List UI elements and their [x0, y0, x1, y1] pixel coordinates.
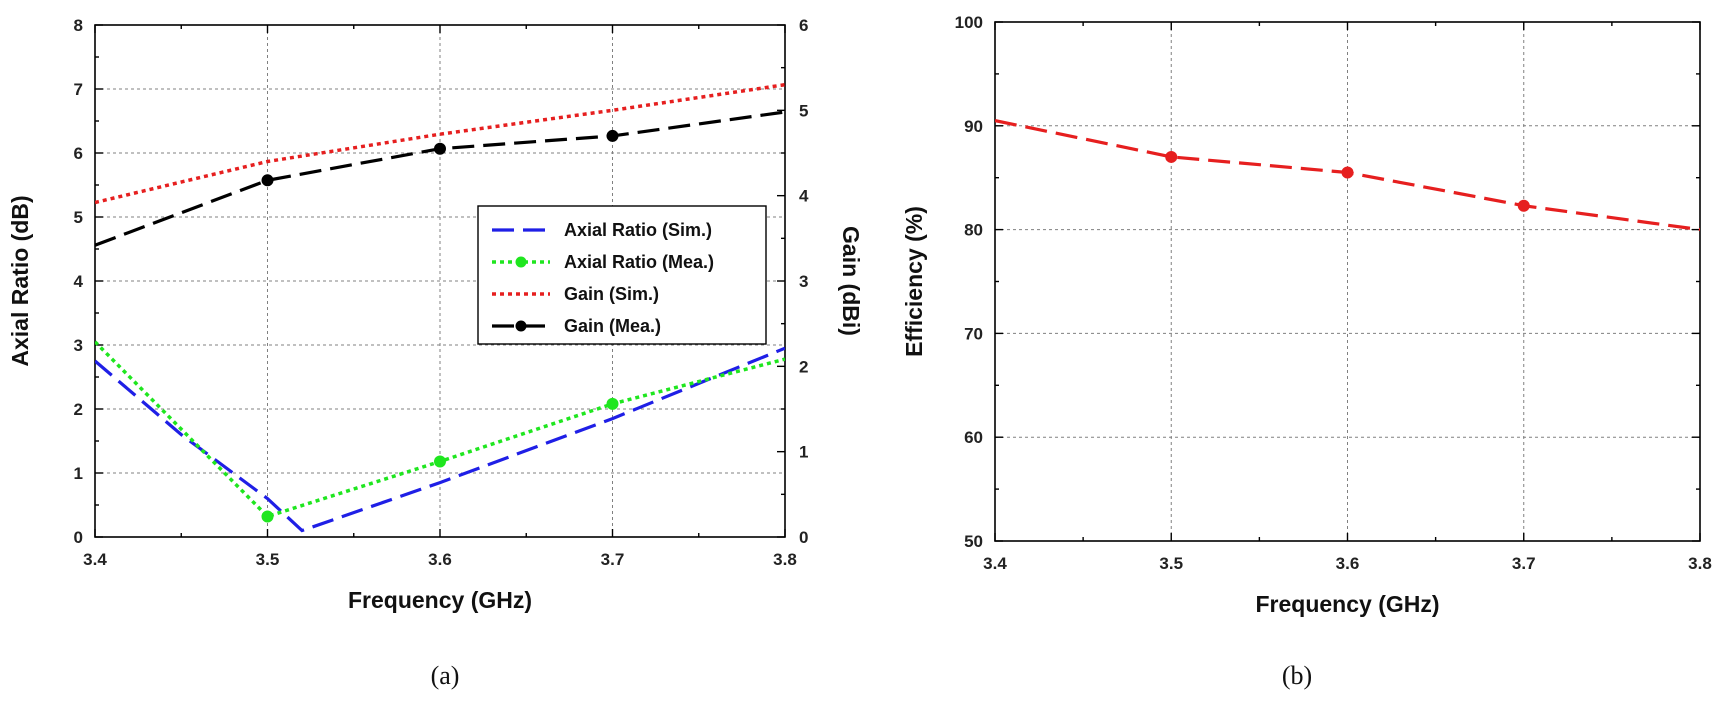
data-point: [261, 174, 274, 187]
y-tick-label: 2: [74, 400, 83, 419]
x-tick-label: 3.5: [256, 550, 280, 569]
y-tick-label: 6: [74, 144, 83, 163]
y-tick-label: 70: [964, 324, 983, 343]
y2-tick-label: 5: [799, 101, 808, 120]
x-tick-label: 3.8: [1688, 554, 1712, 573]
y-axis-title: Axial Ratio (dB): [7, 195, 33, 366]
y-tick-label: 0: [74, 528, 83, 547]
legend-label: Axial Ratio (Mea.): [564, 252, 714, 272]
series-line: [95, 82, 785, 205]
y-axis-title: Efficiency (%): [901, 206, 927, 357]
y-tick-label: 8: [74, 16, 83, 35]
x-tick-label: 3.7: [601, 550, 625, 569]
x-axis-title: Frequency (GHz): [1255, 591, 1439, 617]
y-tick-label: 7: [74, 80, 83, 99]
y-tick-label: 1: [74, 464, 83, 483]
x-tick-label: 3.7: [1512, 554, 1536, 573]
data-point: [1165, 150, 1178, 163]
y-tick-label: 50: [964, 532, 983, 551]
x-tick-label: 3.5: [1159, 554, 1183, 573]
series-line: [95, 346, 785, 533]
y-tick-label: 4: [74, 272, 84, 291]
y-tick-label: 80: [964, 221, 983, 240]
data-point: [606, 129, 619, 142]
series-group: [95, 82, 785, 533]
data-point: [1341, 166, 1354, 179]
legend-label: Gain (Mea.): [564, 316, 661, 336]
y2-tick-label: 6: [799, 16, 808, 35]
y2-tick-label: 4: [799, 187, 809, 206]
y-tick-label: 60: [964, 428, 983, 447]
figure-caption: (a): [431, 661, 460, 690]
legend-label: Gain (Sim.): [564, 284, 659, 304]
y2-tick-label: 1: [799, 443, 808, 462]
x-axis-title: Frequency (GHz): [348, 587, 532, 613]
x-tick-label: 3.4: [83, 550, 107, 569]
y-tick-label: 100: [955, 13, 983, 32]
figure-caption: (b): [1282, 661, 1312, 690]
x-tick-label: 3.6: [428, 550, 452, 569]
legend-label: Axial Ratio (Sim.): [564, 220, 712, 240]
x-tick-label: 3.8: [773, 550, 797, 569]
gridlines: [95, 25, 785, 537]
x-tick-label: 3.4: [983, 554, 1007, 573]
chart-b: 3.4 3.5 3.6 3.7 3.8 50 60 70 80 90 100 Frequency (G…: [901, 13, 1712, 690]
y2-tick-label: 0: [799, 528, 808, 547]
y-tick-label: 5: [74, 208, 83, 227]
series-group: [995, 119, 1700, 232]
legend-swatch-marker: [515, 320, 527, 332]
x-tick-label: 3.6: [1336, 554, 1360, 573]
y2-axis-title: Gain (dBi): [838, 226, 864, 336]
y-tick-label: 90: [964, 117, 983, 136]
data-point: [606, 397, 619, 410]
legend-swatch-marker: [515, 256, 527, 268]
legend: Axial Ratio (Sim.) Axial Ratio (Mea.) Gain…: [477, 205, 767, 345]
y-tick-label: 3: [74, 336, 83, 355]
data-point: [434, 142, 446, 155]
data-point: [434, 455, 446, 468]
gridlines: [995, 22, 1700, 541]
data-point: [1517, 199, 1530, 212]
data-point: [261, 510, 274, 523]
y2-tick-label: 3: [799, 272, 808, 291]
y2-tick-label: 2: [799, 357, 808, 376]
